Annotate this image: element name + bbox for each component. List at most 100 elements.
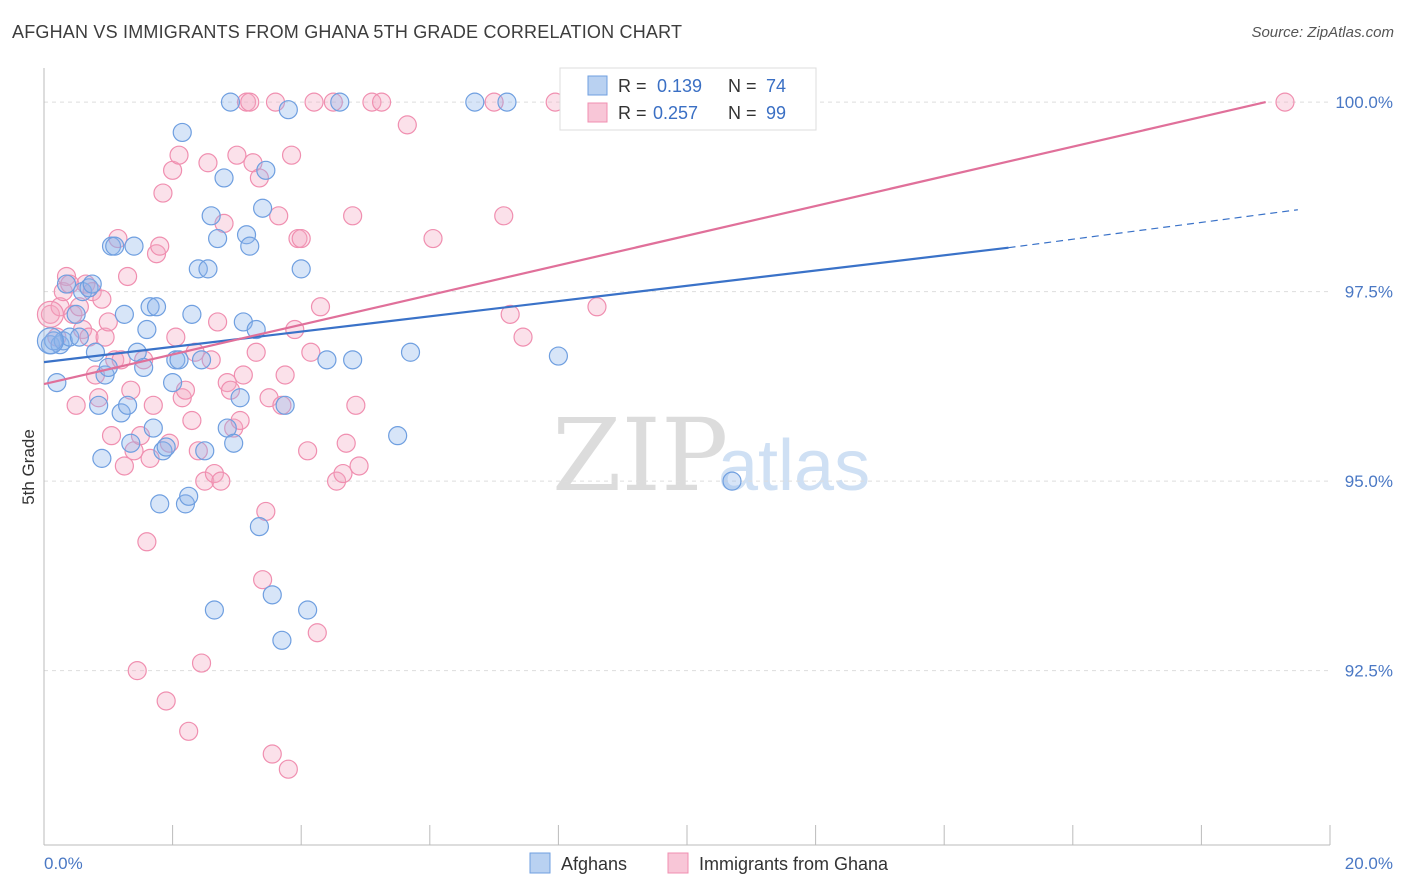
ghana-point — [98, 312, 118, 332]
afghan-point — [82, 274, 102, 294]
x-tick-label-max: 20.0% — [1345, 854, 1393, 873]
legend-n-label-ghana: N = — [728, 103, 757, 123]
ghana-point — [326, 471, 347, 491]
ghana-point — [307, 623, 327, 643]
ghana-point — [89, 388, 109, 408]
afghan-point — [220, 92, 241, 112]
ghana-point — [349, 456, 369, 476]
legend-swatch-ghana — [587, 102, 608, 123]
axes — [43, 68, 1331, 846]
bottom-legend-swatch-afghans — [529, 852, 551, 874]
afghan-point — [343, 350, 363, 370]
ghana-point — [233, 365, 253, 385]
ghana-point — [227, 145, 247, 165]
afghan-trend-line — [43, 246, 1009, 364]
y-tick-label: 100.0% — [1335, 93, 1393, 112]
afghan-point — [69, 327, 89, 347]
legend-swatch-afghans — [587, 75, 608, 96]
legend-n-label-afghans: N = — [728, 76, 757, 96]
ghana-point — [291, 228, 311, 249]
afghan-point — [198, 259, 218, 279]
ghana-point — [156, 691, 176, 711]
legend-r-label-ghana: R = — [618, 103, 647, 123]
ghana-point — [195, 471, 215, 491]
afghan-point — [253, 198, 273, 218]
legend-r-value-ghana: 0.257 — [653, 103, 698, 123]
afghan-point — [150, 494, 170, 514]
ghana-point — [310, 297, 331, 317]
watermark-zip: ZIP — [552, 397, 728, 514]
ghana-point — [336, 433, 356, 453]
ghana-point — [397, 115, 417, 135]
ghana-point — [494, 206, 514, 226]
afghan-point — [548, 346, 569, 366]
afghan-point — [172, 122, 192, 143]
bottom-legend-swatch-ghana — [667, 852, 689, 874]
ghana-point — [513, 327, 533, 347]
afghan-point — [124, 236, 144, 256]
afghan-point — [60, 327, 80, 347]
ghana-point — [587, 297, 607, 317]
afghan-point — [163, 372, 183, 393]
ghana-point — [346, 395, 366, 415]
afghan-point — [56, 274, 77, 294]
ghana-point — [159, 433, 179, 453]
afghan-point — [722, 471, 742, 491]
ghana-point — [143, 395, 163, 415]
ghana-point — [1275, 92, 1295, 112]
x-tick-label-min: 0.0% — [44, 854, 83, 873]
afghan-point — [117, 395, 138, 415]
source-credit: Source: ZipAtlas.com — [1251, 24, 1394, 41]
afghan-point — [89, 395, 109, 415]
afghan-point — [204, 600, 224, 620]
afghan-point — [179, 486, 199, 506]
afghan-point — [182, 304, 202, 324]
ghana-point — [240, 92, 260, 112]
afghan-point — [262, 585, 282, 605]
ghana-series — [36, 92, 1295, 779]
ghana-point — [220, 380, 241, 400]
ghana-point — [179, 721, 199, 741]
afghan-point — [201, 206, 221, 226]
ghana-point — [224, 418, 244, 438]
afghan-point — [191, 350, 212, 370]
afghan-point — [105, 236, 125, 256]
afghan-point — [169, 350, 189, 370]
watermark-atlas: atlas — [718, 426, 870, 506]
ghana-point — [117, 266, 138, 287]
afghan-point — [44, 331, 64, 351]
ghana-point — [198, 153, 218, 173]
afghan-point — [240, 236, 260, 256]
ghana-point — [66, 395, 86, 415]
afghan-point-large — [36, 327, 65, 355]
ghana-point — [92, 289, 112, 309]
afghan-point — [388, 426, 408, 446]
afghan-point — [140, 297, 160, 317]
y-tick-label: 95.0% — [1345, 472, 1393, 491]
ghana-point — [211, 471, 231, 491]
ghana-point — [82, 282, 102, 302]
afghan-point — [114, 304, 134, 324]
afghan-point — [256, 160, 276, 180]
afghan-point — [111, 403, 131, 423]
afghan-trend-extension — [1008, 209, 1298, 249]
ghana-point — [343, 206, 363, 226]
afghan-point — [465, 92, 485, 112]
legend-n-value-afghans: 74 — [766, 76, 786, 96]
ghana-point — [333, 463, 353, 484]
ghana-point — [169, 145, 189, 165]
ghana-point — [281, 145, 302, 165]
afghan-point — [317, 350, 337, 370]
ghana-point — [371, 92, 392, 112]
y-tick-label: 92.5% — [1345, 662, 1393, 681]
ghana-point-large — [36, 300, 65, 328]
afghan-point — [298, 600, 318, 620]
afghan-point — [208, 228, 228, 249]
y-tick-label: 97.5% — [1345, 283, 1393, 302]
bottom-legend: Afghans Immigrants from Ghana — [529, 852, 889, 874]
afghan-point — [400, 342, 421, 362]
afghan-point — [85, 342, 106, 362]
ghana-point — [285, 319, 305, 340]
ghana-point — [150, 236, 170, 256]
